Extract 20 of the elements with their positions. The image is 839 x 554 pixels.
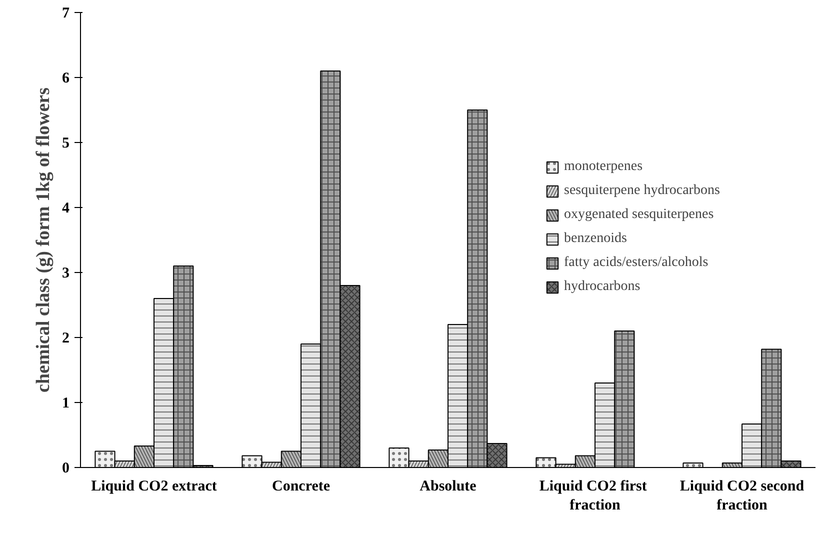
legend-label: fatty acids/esters/alcohols — [564, 255, 708, 271]
x-tick-label: Liquid CO2 extract — [91, 478, 217, 494]
x-tick-label: Concrete — [272, 478, 330, 494]
y-tick-label: 0 — [62, 460, 70, 476]
legend-label: oxygenated sesquiterpenes — [564, 207, 714, 223]
y-tick-label: 1 — [62, 396, 70, 412]
y-tick-label: 6 — [62, 70, 70, 86]
y-tick-label: 7 — [62, 6, 70, 22]
x-tick-label: Absolute — [420, 478, 477, 494]
y-tick-label: 2 — [62, 330, 70, 346]
legend-label: monoterpenes — [564, 159, 643, 175]
legend-label: hydrocarbons — [564, 279, 640, 295]
y-tick-label: 3 — [62, 266, 70, 282]
y-axis-title: chemical class (g) form 1kg of flowers — [33, 88, 54, 392]
y-tick-label: 5 — [62, 136, 70, 152]
y-tick-label: 4 — [62, 200, 70, 216]
x-tick-label: Liquid CO2 second fraction — [680, 478, 805, 514]
legend-label: sesquiterpene hydrocarbons — [564, 183, 720, 199]
x-tick-label: Liquid CO2 first fraction — [539, 478, 647, 514]
legend-label: benzenoids — [564, 231, 627, 247]
